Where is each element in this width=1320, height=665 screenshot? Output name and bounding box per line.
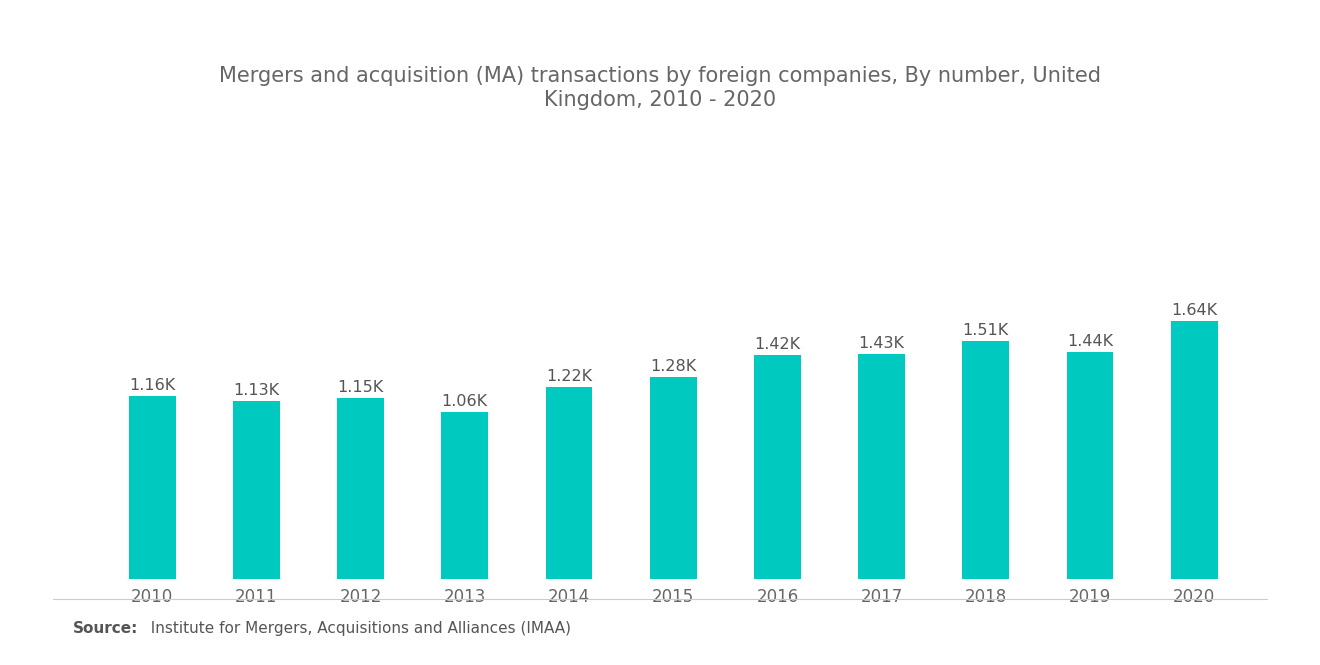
Text: 1.64K: 1.64K <box>1171 303 1217 318</box>
Bar <box>858 354 906 579</box>
Text: Mergers and acquisition (MA) transactions by foreign companies, By number, Unite: Mergers and acquisition (MA) transaction… <box>219 66 1101 110</box>
Text: 1.22K: 1.22K <box>546 368 593 384</box>
Bar <box>1171 321 1217 579</box>
Text: 1.42K: 1.42K <box>754 337 800 352</box>
Bar <box>962 341 1010 579</box>
Bar <box>754 355 801 579</box>
Text: 1.28K: 1.28K <box>649 359 697 374</box>
Bar <box>129 396 176 579</box>
Text: 1.06K: 1.06K <box>442 394 488 409</box>
Text: 1.44K: 1.44K <box>1067 334 1113 349</box>
Text: 1.51K: 1.51K <box>962 323 1008 338</box>
Bar <box>441 412 488 579</box>
Text: Institute for Mergers, Acquisitions and Alliances (IMAA): Institute for Mergers, Acquisitions and … <box>141 621 572 636</box>
Text: Source:: Source: <box>73 621 139 636</box>
Text: 1.16K: 1.16K <box>129 378 176 393</box>
Bar <box>1067 352 1114 579</box>
Text: 1.15K: 1.15K <box>338 380 384 394</box>
Bar <box>232 401 280 579</box>
Bar <box>649 377 697 579</box>
Bar <box>337 398 384 579</box>
Text: 1.13K: 1.13K <box>234 383 280 398</box>
Bar <box>545 387 593 579</box>
Text: 1.43K: 1.43K <box>858 336 904 350</box>
